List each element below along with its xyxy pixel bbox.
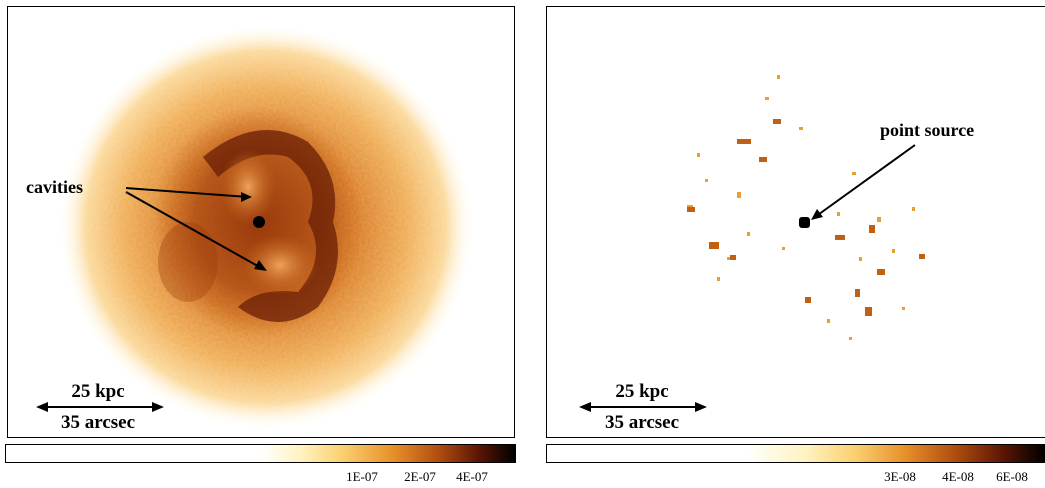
arrow-point-source (814, 144, 916, 218)
cavity-north (220, 149, 276, 225)
annotation-cavities: cavities (26, 177, 83, 197)
point-source (799, 217, 810, 228)
right-panel: point source 25 kpc 35 arcsec 3E-08 4E-0… (540, 0, 1045, 488)
arrow-cavity-south (125, 191, 264, 270)
right-colorbar-tick-1: 3E-08 (884, 469, 916, 484)
left-colorbar (5, 444, 516, 463)
scalebar-kpc-label: 25 kpc (71, 381, 125, 402)
scalebar-kpc-label: 25 kpc (615, 381, 669, 402)
left-colorbar-tick-1: 1E-07 (346, 469, 378, 484)
right-colorbar (546, 444, 1045, 463)
left-colorbar-tick-2: 2E-07 (404, 469, 436, 484)
right-xray-image (546, 6, 1045, 438)
faint-sources (687, 75, 915, 340)
bright-sources (687, 119, 925, 316)
right-colorbar-tick-2: 4E-08 (942, 469, 974, 484)
dark-rim (203, 130, 338, 322)
cavity-south (242, 235, 318, 295)
arrow-cavity-north (125, 187, 249, 198)
scalebar-arcsec-label: 35 arcsec (604, 412, 680, 433)
right-colorbar-tick-3: 6E-08 (996, 469, 1028, 484)
scalebar-arcsec-label: 35 arcsec (60, 412, 136, 433)
left-panel: cavities 25 kpc 35 arcsec 1E-07 2E-07 4E… (0, 0, 520, 488)
left-xray-image (7, 6, 515, 438)
left-colorbar-tick-3: 4E-07 (456, 469, 488, 484)
annotation-point-source: point source (880, 120, 975, 140)
central-source (253, 216, 265, 228)
